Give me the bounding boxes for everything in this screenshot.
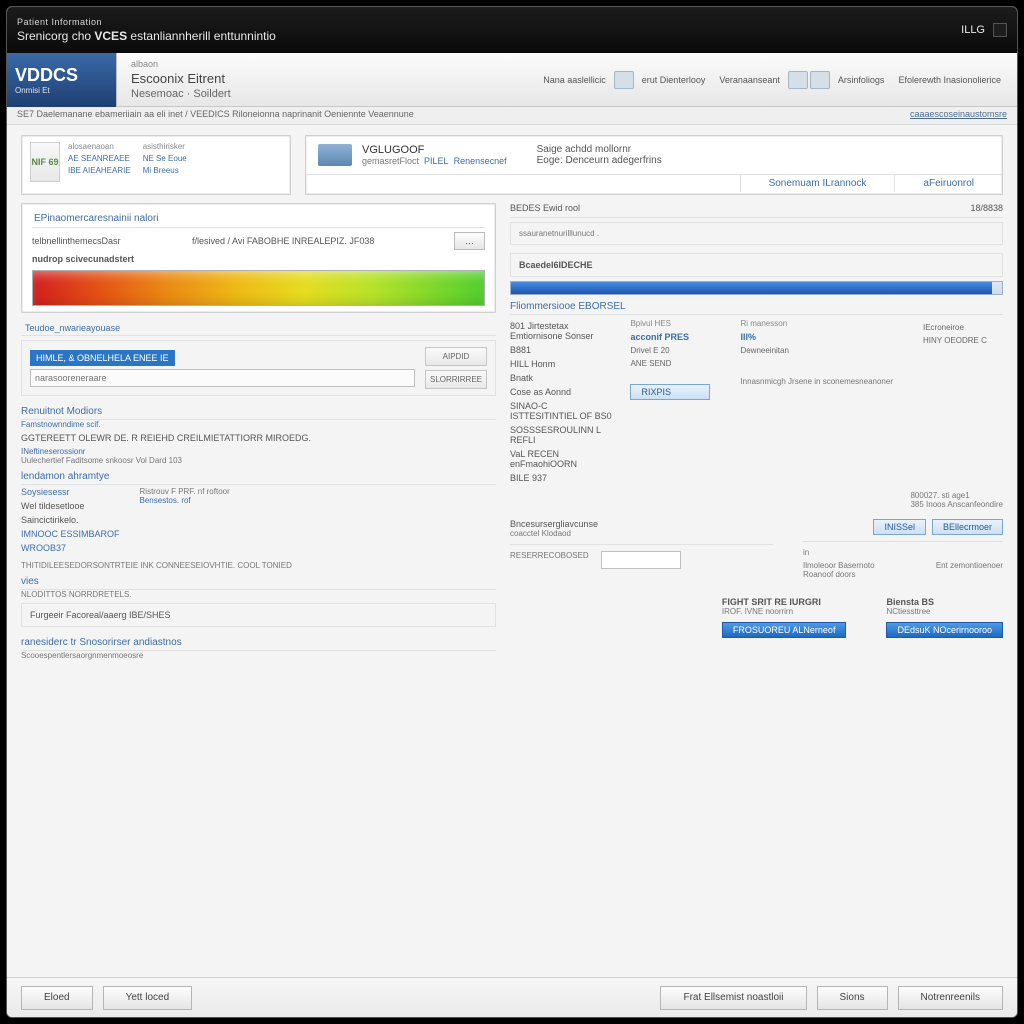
- minimize-button[interactable]: [993, 23, 1007, 37]
- toolbar-box-icon[interactable]: [788, 71, 808, 89]
- breadcrumb: SE7 Daelemanane ebameriiain aa eli inet …: [7, 107, 1017, 125]
- footer-btn-1[interactable]: Eloed: [21, 986, 93, 1010]
- header-toolbar: Nana aaslellicic erut Dienterlooy Verana…: [537, 71, 1017, 89]
- section2-sub[interactable]: Famstnownndime scif.: [21, 420, 496, 429]
- risk-subheader: nudrop scivecunadstert: [32, 254, 485, 264]
- pill-button[interactable]: RIXPIS: [630, 384, 710, 400]
- titlebar-right-label: ILLG: [961, 24, 985, 36]
- welcome-link-1[interactable]: PILEL: [424, 156, 449, 166]
- app-window: Patient Information Srenicorg cho VCES e…: [6, 6, 1018, 1018]
- topcard-col-1: asisthirisker NE Se Eoue Mi Breeus: [143, 142, 187, 188]
- welcome-title: VGLUGOOF: [362, 144, 507, 156]
- tab2-1[interactable]: BEllecrmoer: [932, 519, 1003, 535]
- welcome-info: Saige achdd mollornr Eoge: Denceurn adeg…: [537, 144, 662, 166]
- toolbar-item-3[interactable]: Arsinfoliogs: [832, 71, 891, 89]
- sub-button[interactable]: SLORRIRREE: [425, 370, 487, 389]
- right-section-header: Fliommersiooe EBORSEL: [510, 301, 1003, 312]
- welcome-link-2[interactable]: Renensecnef: [454, 156, 507, 166]
- field-btn-go[interactable]: …: [454, 232, 485, 250]
- primary-btn-2[interactable]: DEdsuK NOcerirnooroo: [886, 622, 1003, 638]
- status-badge: NIF 69: [30, 142, 60, 182]
- section2-link[interactable]: INeftineserossionr: [21, 447, 496, 456]
- footer-btn-2[interactable]: Yett loced: [103, 986, 193, 1010]
- right-group-1: ssauranetnurilllunucd .: [510, 222, 1003, 245]
- section4-header: vies: [21, 576, 496, 587]
- footer-btn-5[interactable]: Notrenreenils: [898, 986, 1003, 1010]
- summary-1-h: FIGHT SRIT RE IURGRI: [722, 597, 847, 607]
- toolbar-item-0[interactable]: Nana aaslellicic: [537, 71, 612, 89]
- right-items-list: 801 Jirtestetax Emtiornisone Sonser B881…: [510, 319, 616, 485]
- right-top-value: 18/8838: [970, 203, 1003, 213]
- section2-text: GGTEREETT OLEWR DE. R REIEHD CREILMIETAT…: [21, 433, 496, 443]
- toolbar-item-1[interactable]: erut Dienterlooy: [636, 71, 712, 89]
- footer-buttons: Eloed Yett loced Frat Ellsemist noastloi…: [7, 977, 1017, 1017]
- right-group-2: Bcaedel6IDECHE: [510, 253, 1003, 277]
- tab-1[interactable]: aFeiruonrol: [894, 175, 1002, 192]
- toolbar-item-4[interactable]: Efolerewth Inasionolierice: [892, 71, 1007, 89]
- lower-sec-1: Bncesursergliavcunse: [510, 519, 773, 529]
- summary-2-h: Biensta BS: [886, 597, 1003, 607]
- panel1-header: EPinaomercaresnainii nalori: [32, 210, 485, 227]
- left-column: EPinaomercaresnainii nalori telbnellinth…: [21, 203, 496, 967]
- section4-item: Furgeeir Facoreal/aaerg IBE/SHES: [21, 603, 496, 627]
- titlebar-line2: Srenicorg cho VCES estanliannherill entt…: [17, 29, 276, 43]
- tab-0[interactable]: Sonemuam ILrannock: [740, 175, 895, 192]
- field-label-1: telbnellinthemecsDasr: [32, 236, 182, 246]
- risk-gradient-bar: [32, 270, 485, 306]
- section2-item2: Uulechertief Faditsome snkoosr Vol Dard …: [21, 456, 496, 465]
- section5-header: ranesiderc tr Snosorirser andiastnos: [21, 637, 496, 648]
- section3-header: lendamon ahramtye: [21, 471, 496, 482]
- footer-btn-3[interactable]: Frat Ellsemist noastloii: [660, 986, 806, 1010]
- section3-list: Soysiesessr Wel tildesetlooe Saincictiri…: [21, 485, 120, 555]
- top-card-left: NIF 69 alosaenaoan AE SEANREAEE IBE AIEA…: [21, 135, 291, 195]
- top-card-right: VGLUGOOF gemasretFloct PILEL Renensecnef…: [305, 135, 1003, 195]
- breadcrumb-path: SE7 Daelemanane ebameriiain aa eli inet …: [17, 109, 414, 122]
- app-logo: VDDCS Onmisi Et: [7, 53, 117, 107]
- toolbar-item-2[interactable]: Veranaanseant: [713, 71, 786, 89]
- add-button[interactable]: AIPDID: [425, 347, 487, 366]
- welcome-icon: [318, 144, 352, 166]
- primary-btn-1[interactable]: FROSUOREU ALNerneof: [722, 622, 847, 638]
- section2-header: Renuitnot Modiors: [21, 406, 496, 417]
- content-area: NIF 69 alosaenaoan AE SEANREAEE IBE AIEA…: [7, 125, 1017, 977]
- lower-input[interactable]: [601, 551, 681, 569]
- toolbar-file-icon[interactable]: [810, 71, 830, 89]
- subtab-label[interactable]: Teudoe_nwarieayouase: [21, 321, 496, 335]
- field-value-1: f/lesived / Avi FABOBHE INREALEPIZ. JF03…: [192, 236, 374, 246]
- section3-footer: THITIDILEESEDORSONTRTEIE INK CONNEESEIOV…: [21, 561, 496, 570]
- right-top-label: BEDES Ewid rool: [510, 203, 958, 213]
- topcard-col-0: alosaenaoan AE SEANREAEE IBE AIEAHEARIE: [68, 142, 131, 188]
- highlight-row[interactable]: HIMLE, & OBNELHELA ENEE IE: [30, 350, 175, 366]
- header-band: VDDCS Onmisi Et albaon Escoonix Eitrent …: [7, 53, 1017, 107]
- breadcrumb-link[interactable]: caaaescoseinaustomsre: [910, 109, 1007, 122]
- progress-fill: [511, 282, 992, 294]
- titlebar-line1: Patient Information: [17, 17, 276, 27]
- right-column: BEDES Ewid rool 18/8838 ssauranetnurilll…: [510, 203, 1003, 967]
- footer-btn-4[interactable]: Sions: [817, 986, 888, 1010]
- toolbar-doc-icon[interactable]: [614, 71, 634, 89]
- tab2-0[interactable]: INISSel: [873, 519, 926, 535]
- header-subtitle: albaon Escoonix Eitrent Nesemoac · Soild…: [117, 59, 245, 100]
- titlebar: Patient Information Srenicorg cho VCES e…: [7, 7, 1017, 53]
- progress-bar: [510, 281, 1003, 295]
- search-input[interactable]: [30, 369, 415, 387]
